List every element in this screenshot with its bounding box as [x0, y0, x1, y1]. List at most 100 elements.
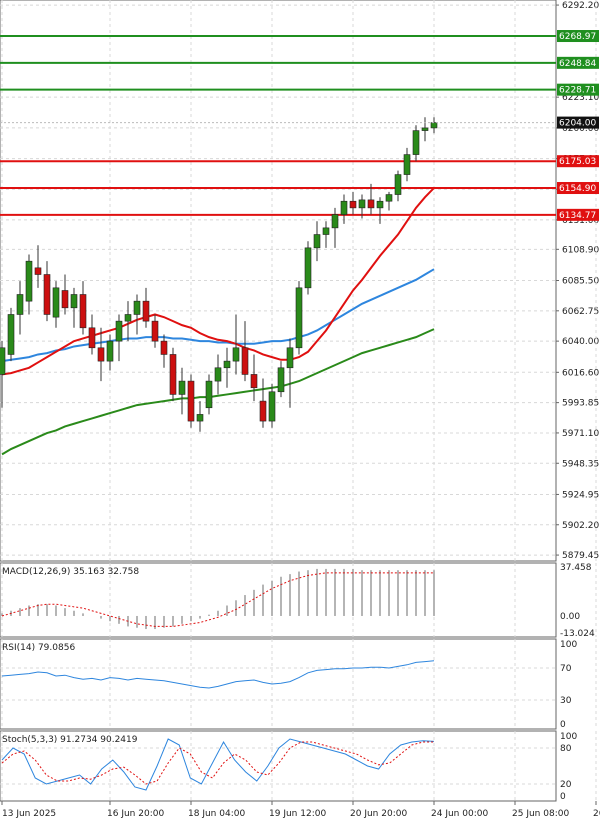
candle-body: [295, 287, 303, 349]
macd-y-tick: -13.024: [560, 629, 595, 639]
stoch-y-tick: 0: [560, 792, 566, 802]
candle-body: [385, 194, 393, 202]
y-tick-label: 6040.00: [562, 337, 599, 347]
candle-body: [412, 130, 420, 155]
candle-body: [196, 414, 204, 422]
candle-body: [349, 200, 357, 209]
level-tag: [557, 208, 599, 221]
candle-body: [79, 294, 87, 329]
level-tag: [557, 155, 599, 168]
candle-body: [43, 274, 51, 315]
x-tick-label: 25 Jun 08:00: [512, 809, 569, 819]
rsi-title: RSI(14) 79.0856: [2, 643, 75, 653]
candle-body: [394, 174, 402, 195]
rsi-y-tick: 100: [560, 640, 577, 650]
pane-rsi-frame: [0, 638, 557, 730]
macd-signal-line: [1, 572, 434, 627]
ema-blue-line: [1, 268, 435, 363]
candle-body: [313, 234, 321, 249]
candle-body: [61, 290, 69, 309]
candle-body: [142, 300, 150, 322]
candle-body: [241, 347, 249, 375]
level-tag: [557, 56, 599, 69]
level-label: 6175.03: [559, 157, 596, 167]
macd-y-tick: 37.458: [560, 563, 592, 573]
candle-body: [151, 320, 159, 342]
candle-body: [331, 214, 339, 229]
candle-body: [367, 199, 375, 209]
level-label: 6134.77: [559, 211, 596, 221]
level-tag: [557, 83, 599, 96]
candle-body: [115, 320, 123, 342]
level-tag: [557, 182, 599, 195]
candle-body: [421, 127, 429, 131]
y-tick-label: 6108.90: [562, 245, 599, 255]
x-tick-label: 19 Jun 12:00: [269, 809, 326, 819]
candle-body: [268, 391, 276, 422]
candle-body: [214, 367, 222, 382]
stoch-k-line: [1, 738, 435, 791]
rsi-line: [1, 660, 435, 689]
x-tick-label: 20 Jun 20:00: [350, 809, 407, 819]
x-tick-label: 26 Jun 16:00: [593, 809, 600, 819]
candle-body: [169, 354, 177, 395]
macd-y-tick: 0.00: [560, 612, 580, 622]
level-label: 6228.71: [559, 86, 596, 96]
ema-red-line: [1, 187, 435, 376]
y-tick-label: 6062.75: [562, 307, 599, 317]
y-tick-label: 5924.95: [562, 490, 599, 500]
candle-body: [187, 380, 195, 422]
level-tag: [557, 30, 599, 43]
rsi-y-tick: 30: [560, 696, 572, 706]
stoch-y-tick: 100: [560, 732, 577, 742]
candle-body: [205, 380, 213, 409]
y-tick-label: 5971.10: [562, 429, 599, 439]
x-tick-label: 13 Jun 2025: [2, 809, 56, 819]
candle-body: [34, 267, 42, 275]
candle-body: [232, 347, 240, 362]
rsi-y-tick: 70: [560, 664, 572, 674]
candle-body: [250, 374, 258, 389]
candle-body: [97, 347, 105, 362]
candle-body: [178, 380, 186, 395]
candle-body: [160, 340, 168, 355]
candle-body: [70, 294, 78, 309]
candle-body: [7, 314, 15, 355]
candle-body: [25, 260, 33, 302]
rsi-y-tick: 0: [560, 720, 566, 730]
candle-body: [340, 200, 348, 215]
pane-macd-frame: [0, 562, 557, 638]
candle-body: [430, 122, 438, 129]
y-tick-label: 6016.60: [562, 368, 599, 378]
y-tick-label: 6131.00: [562, 216, 599, 226]
stoch-y-tick: 20: [560, 780, 572, 790]
x-tick-label: 24 Jun 00:00: [431, 809, 488, 819]
y-tick-label: 5993.85: [562, 399, 599, 409]
y-tick-label: 6292.20: [562, 1, 599, 11]
candle-body: [106, 340, 114, 362]
y-tick-label: 5879.45: [562, 551, 599, 561]
candle-body: [124, 314, 132, 322]
candle-body: [304, 247, 312, 289]
x-tick-label: 18 Jun 04:00: [188, 809, 245, 819]
candle-body: [0, 347, 6, 375]
candle-body: [286, 347, 294, 369]
y-tick-label: 6085.50: [562, 277, 599, 287]
stoch-title: Stoch(5,3,3) 91.2734 90.2419: [2, 735, 138, 745]
ema-green-line: [1, 328, 435, 456]
level-label: 6268.97: [559, 32, 596, 42]
candle-body: [223, 360, 231, 369]
candle-body: [133, 300, 141, 315]
y-tick-label: 6223.10: [562, 93, 599, 103]
candle-body: [403, 154, 411, 175]
candle-body: [259, 400, 267, 422]
pane-stoch-frame: [0, 730, 557, 802]
x-tick-label: 16 Jun 20:00: [107, 809, 164, 819]
candle-body: [358, 199, 366, 209]
candle-body: [322, 227, 330, 235]
stoch-y-tick: 80: [560, 744, 572, 754]
level-label: 6248.84: [559, 59, 596, 69]
candle-body: [277, 367, 285, 393]
